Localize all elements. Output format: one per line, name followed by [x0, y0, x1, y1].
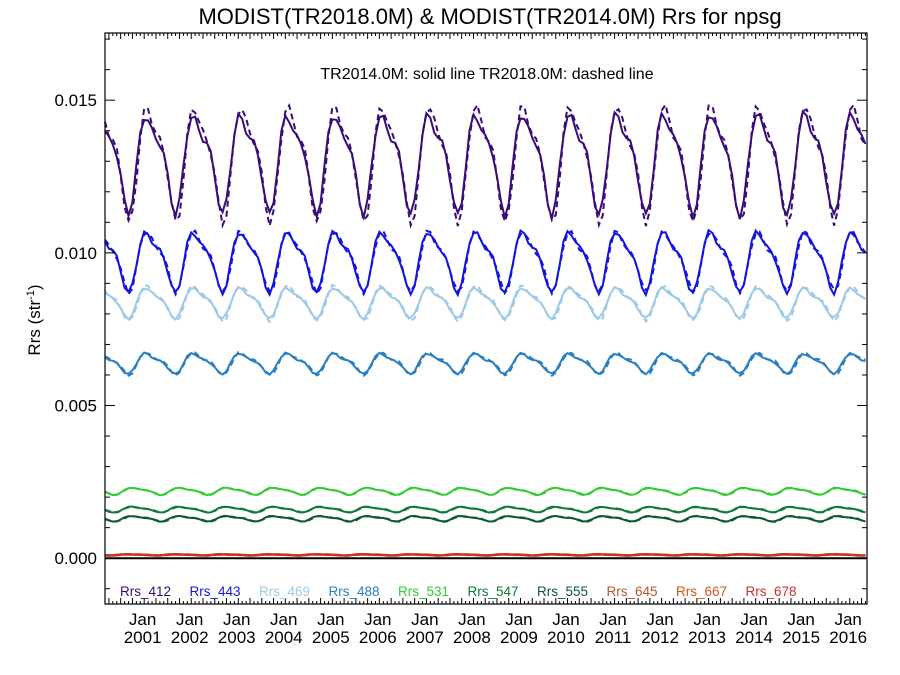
series-line-rrs-443-dashed [104, 229, 867, 297]
legend: Rrs_412 Rrs_443 Rrs_469 Rrs_488 Rrs_531 Rrs_5… [120, 584, 797, 599]
series-line-rrs-678-dashed [104, 553, 866, 557]
series-line-rrs-488-solid [104, 351, 866, 376]
x-tick-label-year: 2015 [782, 628, 820, 647]
x-tick-label-year: 2014 [735, 628, 773, 647]
x-tick-label-year: 2010 [547, 628, 585, 647]
legend-entry: Rrs_667 [676, 584, 727, 599]
x-tick-label-month: Jan [693, 610, 720, 629]
plot-frame [104, 32, 868, 605]
legend-entry: Rrs_531 [398, 584, 449, 599]
y-axis-label-close: ) [25, 284, 44, 290]
x-tick-label-year: 2005 [312, 628, 350, 647]
x-tick-label-year: 2007 [406, 628, 444, 647]
legend-entry: Rrs_678 [746, 584, 797, 599]
y-axis-label-main: Rrs (str [25, 300, 44, 356]
x-tick-label-month: Jan [223, 610, 250, 629]
series-line-rrs-547-dashed [104, 505, 866, 514]
x-tick-label-year: 2003 [218, 628, 256, 647]
x-tick-label-month: Jan [787, 610, 814, 629]
series-line-rrs-469-solid [104, 285, 866, 321]
y-axis-label-superscript: -1 [25, 290, 37, 300]
x-axis: Jan2001Jan2002Jan2003Jan2004Jan2005Jan20… [104, 33, 867, 647]
series-line-rrs-469-dashed [104, 283, 866, 324]
y-axis-label: Rrs (str-1) [25, 284, 44, 355]
x-tick-label-month: Jan [129, 610, 156, 629]
series-line-rrs-488-dashed [104, 351, 866, 378]
y-tick-label: 0.015 [54, 91, 97, 110]
x-tick-label-month: Jan [411, 610, 438, 629]
x-tick-label-month: Jan [599, 610, 626, 629]
x-tick-label-year: 2001 [124, 628, 162, 647]
x-tick-label-month: Jan [505, 610, 532, 629]
x-tick-label-year: 2016 [829, 628, 867, 647]
legend-entry: Rrs_555 [537, 584, 588, 599]
legend-entry: Rrs_469 [259, 584, 310, 599]
x-tick-label-month: Jan [552, 610, 579, 629]
series-layer [104, 102, 867, 557]
x-tick-label-year: 2011 [595, 628, 632, 647]
series-line-rrs-531-dashed [104, 486, 866, 496]
x-tick-label-month: Jan [364, 610, 391, 629]
x-tick-label-year: 2004 [265, 628, 303, 647]
x-tick-label-year: 2008 [453, 628, 491, 647]
x-tick-label-month: Jan [270, 610, 297, 629]
x-tick-label-year: 2012 [641, 628, 679, 647]
x-tick-label-month: Jan [740, 610, 767, 629]
legend-entry: Rrs_547 [468, 584, 519, 599]
x-tick-label-year: 2006 [359, 628, 397, 647]
legend-entry: Rrs_443 [190, 584, 241, 599]
legend-entry: Rrs_412 [120, 584, 171, 599]
x-tick-label-month: Jan [176, 610, 203, 629]
y-tick-label: 0.005 [54, 397, 97, 416]
x-tick-label-month: Jan [834, 610, 861, 629]
chart-title: MODIST(TR2018.0M) & MODIST(TR2014.0M) Rr… [198, 4, 781, 29]
x-tick-label-year: 2013 [688, 628, 726, 647]
y-tick-label: 0.010 [54, 244, 97, 263]
series-line-rrs-555-dashed [104, 514, 866, 523]
y-tick-label: 0.000 [54, 549, 97, 568]
x-tick-label-month: Jan [646, 610, 673, 629]
line-style-annotation: TR2014.0M: solid line TR2018.0M: dashed … [320, 66, 653, 83]
x-tick-label-month: Jan [458, 610, 485, 629]
legend-entry: Rrs_645 [607, 584, 658, 599]
x-tick-label-month: Jan [317, 610, 344, 629]
x-tick-label-year: 2002 [171, 628, 209, 647]
legend-entry: Rrs_488 [329, 584, 380, 599]
series-line-rrs-412-dashed [104, 102, 867, 229]
y-axis: 0.000 0.005 0.010 0.015 [54, 38, 867, 590]
x-tick-label-year: 2009 [500, 628, 538, 647]
